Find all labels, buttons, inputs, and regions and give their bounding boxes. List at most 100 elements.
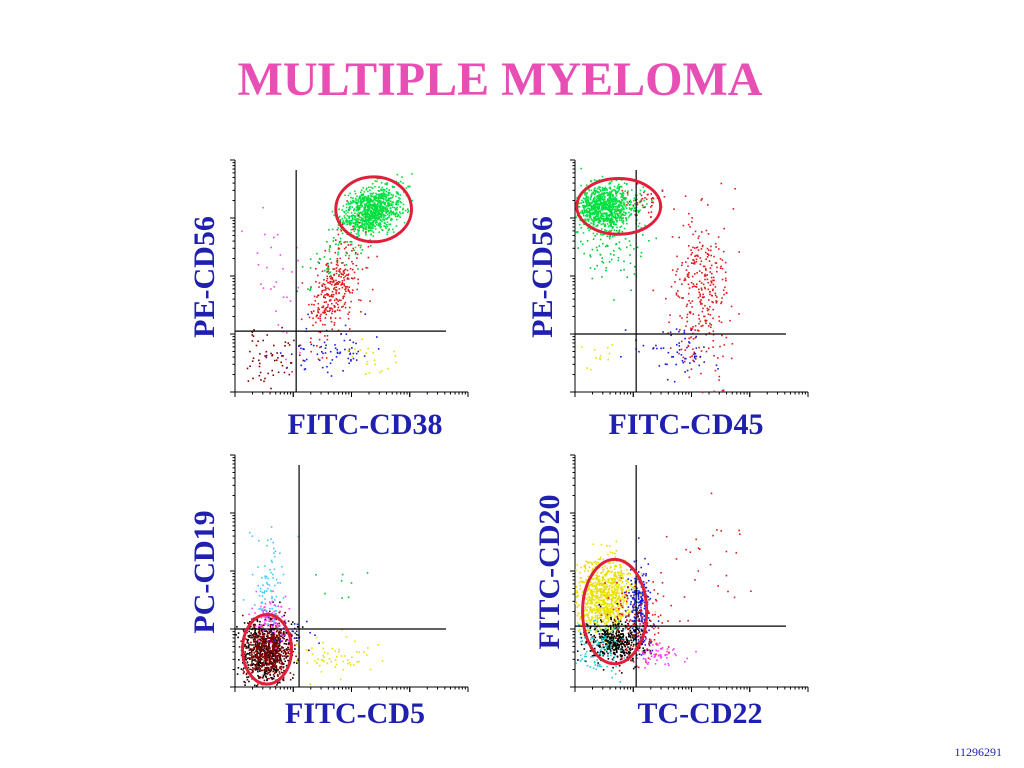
event-point	[626, 183, 628, 185]
event-point	[345, 206, 348, 209]
event-point	[652, 197, 654, 199]
event-point	[692, 359, 694, 362]
event-point	[703, 286, 706, 289]
event-point	[274, 655, 277, 658]
event-point	[640, 200, 643, 202]
event-point	[615, 599, 618, 602]
event-point	[343, 272, 345, 274]
event-point	[265, 654, 267, 656]
event-point	[585, 211, 588, 213]
event-point	[244, 658, 247, 660]
event-point	[261, 642, 263, 645]
event-point	[715, 302, 718, 304]
event-point	[697, 237, 700, 240]
event-point	[388, 204, 391, 207]
event-point	[277, 605, 279, 607]
scatter-plot-cd22-cd20	[570, 454, 809, 692]
event-point	[596, 249, 599, 252]
event-point	[605, 187, 607, 190]
event-point	[338, 273, 340, 276]
event-point	[594, 206, 596, 208]
event-point	[318, 338, 321, 341]
event-point	[272, 620, 274, 622]
event-point	[618, 241, 621, 244]
event-point	[662, 347, 665, 349]
event-point	[593, 624, 596, 627]
event-point	[375, 214, 378, 217]
event-point	[679, 315, 681, 317]
event-point	[263, 624, 265, 626]
event-point	[655, 237, 657, 240]
event-point	[685, 357, 687, 360]
event-point	[278, 645, 281, 647]
event-point	[700, 350, 703, 352]
event-point	[601, 587, 603, 590]
event-point	[626, 201, 628, 203]
event-point	[599, 201, 602, 203]
event-point	[273, 568, 276, 570]
event-point	[718, 315, 720, 318]
event-point	[411, 199, 413, 202]
event-point	[388, 228, 390, 231]
event-point	[363, 198, 365, 201]
event-point	[696, 254, 699, 257]
event-point	[346, 269, 349, 272]
event-point	[693, 285, 695, 287]
event-point	[367, 219, 370, 222]
event-point	[609, 577, 612, 580]
event-point	[265, 354, 268, 357]
x-axis-label: FITC-CD38	[287, 408, 443, 441]
event-point	[576, 590, 578, 592]
event-point	[339, 237, 342, 240]
event-point	[601, 276, 603, 278]
event-point	[665, 297, 667, 300]
event-point	[610, 222, 612, 224]
event-point	[358, 205, 361, 207]
event-point	[588, 602, 591, 605]
event-point	[622, 196, 624, 199]
event-point	[345, 218, 348, 220]
event-point	[690, 249, 692, 251]
event-point	[247, 664, 249, 666]
event-point	[311, 653, 314, 655]
event-point	[272, 640, 274, 642]
event-point	[592, 207, 595, 210]
event-point	[598, 222, 601, 224]
event-point	[257, 634, 259, 637]
event-point	[304, 368, 307, 370]
event-point	[594, 615, 597, 617]
event-point	[591, 277, 594, 280]
event-point	[599, 194, 602, 196]
event-point	[608, 209, 610, 212]
event-point	[618, 210, 621, 212]
event-point	[350, 300, 352, 303]
event-point	[374, 209, 376, 211]
event-point	[629, 573, 631, 575]
event-point	[371, 226, 373, 228]
event-point	[620, 193, 623, 196]
event-point	[576, 596, 578, 598]
event-point	[306, 620, 308, 623]
event-point	[264, 602, 267, 605]
event-point	[289, 300, 292, 302]
event-point	[296, 246, 298, 249]
event-point	[617, 630, 619, 633]
event-point	[721, 259, 724, 261]
event-point	[711, 301, 713, 303]
event-point	[358, 197, 360, 200]
event-point	[609, 195, 611, 198]
event-point	[256, 647, 259, 650]
event-point	[603, 590, 606, 592]
event-point	[279, 552, 281, 554]
event-point	[368, 217, 371, 220]
event-point	[691, 306, 693, 308]
event-point	[277, 647, 279, 649]
event-point	[369, 217, 372, 220]
event-point	[614, 223, 617, 226]
event-point	[621, 198, 623, 201]
event-point	[681, 297, 683, 299]
event-point	[351, 217, 354, 219]
event-point	[342, 668, 345, 671]
event-point	[610, 201, 612, 203]
event-point	[256, 620, 259, 623]
